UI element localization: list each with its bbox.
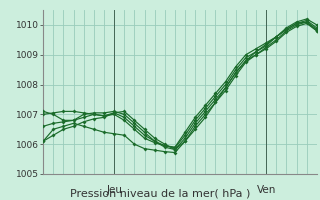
Text: Pression niveau de la mer( hPa ): Pression niveau de la mer( hPa ) xyxy=(70,188,250,198)
Text: Jeu: Jeu xyxy=(106,185,122,195)
Text: Ven: Ven xyxy=(256,185,276,195)
